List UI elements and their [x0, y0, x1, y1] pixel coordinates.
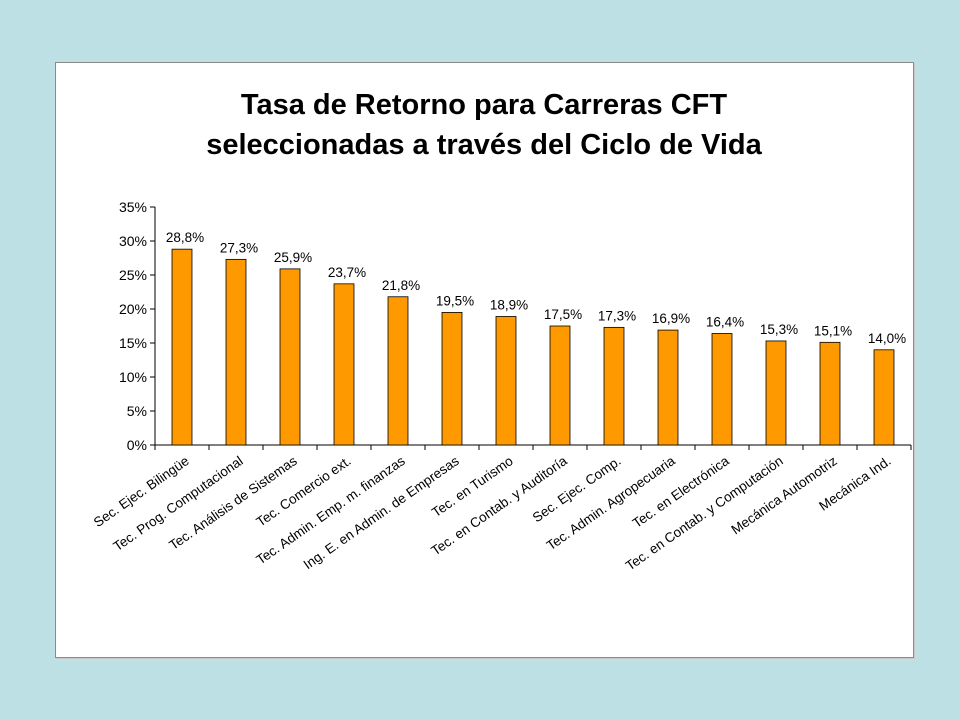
bar — [333, 283, 355, 446]
data-label: 21,8% — [382, 278, 420, 293]
y-tick-label: 10% — [119, 369, 147, 385]
data-label: 23,7% — [328, 265, 366, 280]
bar — [873, 349, 895, 446]
y-tick-label: 30% — [119, 233, 147, 249]
y-tick-label: 35% — [119, 199, 147, 215]
data-label: 15,3% — [760, 322, 798, 337]
bar — [171, 248, 193, 446]
y-tick-label: 15% — [119, 335, 147, 351]
bar-chart: Tasa de Retorno para Carreras CFT selecc… — [91, 89, 912, 573]
data-label: 17,5% — [544, 307, 582, 322]
y-tick-label: 20% — [119, 301, 147, 317]
data-label: 17,3% — [598, 308, 636, 323]
bar — [819, 341, 841, 446]
data-label: 16,9% — [652, 311, 690, 326]
bar — [225, 258, 247, 446]
category-label: Tec. en Electrónica — [630, 453, 732, 531]
data-label: 18,9% — [490, 297, 528, 312]
data-label: 19,5% — [436, 293, 474, 308]
chart-panel: Tasa de Retorno para Carreras CFT selecc… — [55, 62, 914, 658]
category-label: Tec. Comercio ext. — [254, 453, 354, 529]
bar — [765, 340, 787, 446]
bar — [657, 329, 679, 446]
data-label: 27,3% — [220, 240, 258, 255]
bar — [441, 311, 463, 446]
bar — [279, 268, 301, 446]
bar — [387, 296, 409, 446]
bar — [549, 325, 571, 446]
chart-title-line-1: Tasa de Retorno para Carreras CFT — [241, 89, 727, 121]
category-label: Sec. Ejec. Comp. — [530, 453, 624, 525]
data-label: 14,0% — [868, 331, 906, 346]
data-label: 28,8% — [166, 230, 204, 245]
y-tick-label: 5% — [127, 403, 147, 419]
bar — [495, 316, 517, 446]
y-tick-label: 25% — [119, 267, 147, 283]
chart-title-line-2: seleccionadas a través del Ciclo de Vida — [206, 129, 762, 161]
y-tick-label: 0% — [127, 437, 147, 453]
bar — [711, 333, 733, 446]
plot-area: 0% 5% 10% 15% 20% 25% 30% 35% 28,8% Sec. Ejec. Bi… — [91, 199, 912, 573]
data-label: 16,4% — [706, 314, 744, 329]
data-label: 25,9% — [274, 250, 312, 265]
category-label: Sec. Ejec. Bilingüe — [91, 453, 192, 530]
data-label: 15,1% — [814, 323, 852, 338]
bar — [603, 326, 625, 446]
